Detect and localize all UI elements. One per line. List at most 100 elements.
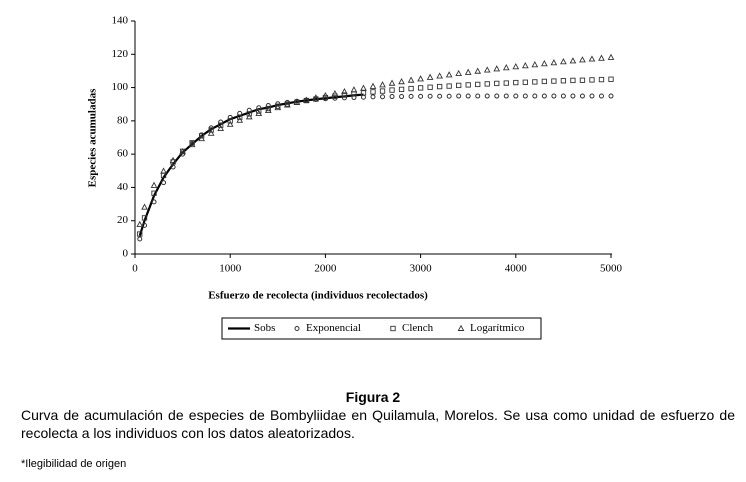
data-point [484, 93, 490, 99]
data-point [360, 90, 367, 96]
data-point [551, 78, 557, 84]
data-point [598, 54, 605, 61]
figure-title: Figura 2 [345, 389, 401, 405]
data-point [589, 93, 595, 99]
data-point [217, 124, 225, 131]
data-point [141, 203, 148, 210]
data-point [579, 77, 586, 83]
data-point [475, 93, 481, 99]
data-point [541, 60, 548, 67]
data-point [427, 84, 433, 90]
y-tick-label: 0 [123, 248, 129, 260]
data-point [436, 83, 443, 90]
data-point [569, 57, 577, 64]
data-point [608, 93, 614, 99]
data-point [150, 181, 158, 188]
x-tick-label: 0 [132, 263, 138, 275]
y-tick-label: 20 [117, 214, 129, 226]
data-point [283, 101, 291, 108]
data-point [589, 77, 595, 83]
legend-label: Sobs [254, 322, 275, 334]
y-tick-label: 100 [112, 81, 129, 93]
data-point [312, 94, 320, 101]
data-point [437, 93, 443, 99]
data-point [322, 91, 329, 99]
data-point [256, 105, 262, 111]
note: *Ilegibilidad de origen [21, 458, 127, 470]
data-point [456, 93, 462, 99]
data-point [408, 85, 414, 92]
data-point [579, 56, 586, 63]
data-point [456, 82, 462, 89]
y-axis-title: Especies acumuladas [87, 88, 99, 187]
data-point [455, 69, 463, 77]
data-point [226, 120, 234, 127]
data-point [417, 85, 424, 91]
data-point [151, 199, 157, 205]
data-point [169, 156, 177, 163]
data-point [494, 80, 500, 87]
data-point [465, 93, 471, 99]
x-tick-label: 4000 [505, 263, 528, 275]
data-point [370, 89, 376, 95]
data-point [493, 65, 501, 72]
x-tick-label: 1000 [219, 263, 242, 275]
data-point [494, 93, 500, 99]
legend-label: Clench [402, 322, 434, 334]
data-point [341, 92, 348, 98]
data-point [541, 93, 547, 99]
data-point [608, 76, 614, 82]
data-point [170, 164, 176, 170]
figure-caption: Curva de acumulación de especies de Bomb… [21, 407, 735, 441]
data-point [560, 93, 566, 99]
data-point [417, 75, 424, 82]
data-point [407, 76, 415, 83]
data-point [522, 93, 528, 99]
data-point [227, 118, 233, 124]
data-point [532, 79, 538, 85]
data-point [522, 79, 528, 85]
y-tick-label: 80 [117, 114, 129, 126]
y-tick-label: 140 [112, 15, 129, 27]
data-point [208, 127, 214, 133]
data-point [370, 94, 376, 100]
data-point [550, 59, 558, 66]
data-point [551, 93, 557, 99]
data-point [436, 72, 443, 79]
data-point [245, 113, 253, 120]
data-point [236, 116, 244, 123]
x-tick-label: 5000 [600, 263, 623, 275]
data-point [341, 87, 348, 95]
legend-box [221, 317, 542, 340]
data-point [255, 109, 263, 116]
data-point [521, 62, 529, 69]
data-point [475, 81, 481, 88]
data-point [207, 129, 215, 136]
data-point [464, 68, 472, 75]
x-tick-label: 3000 [410, 263, 433, 275]
data-point [446, 93, 452, 99]
data-point [303, 96, 310, 103]
chart: Esfuerzo de recolecta (individuos recole… [87, 15, 623, 340]
data-point [137, 231, 143, 237]
data-point [350, 86, 358, 93]
data-point [198, 133, 205, 139]
data-point [151, 190, 157, 196]
data-point [502, 64, 510, 71]
data-point [332, 93, 338, 99]
data-point [503, 93, 509, 99]
data-point [198, 134, 205, 142]
data-point [532, 93, 538, 99]
data-point [227, 114, 233, 120]
data-point [408, 93, 414, 99]
data-point [399, 94, 405, 100]
data-point [265, 105, 271, 112]
data-point [398, 86, 405, 93]
legend-marker [390, 325, 396, 332]
data-point [513, 93, 519, 99]
x-tick-label: 2000 [314, 263, 337, 275]
data-point [218, 119, 224, 125]
data-point [188, 140, 196, 148]
data-point [426, 73, 434, 80]
